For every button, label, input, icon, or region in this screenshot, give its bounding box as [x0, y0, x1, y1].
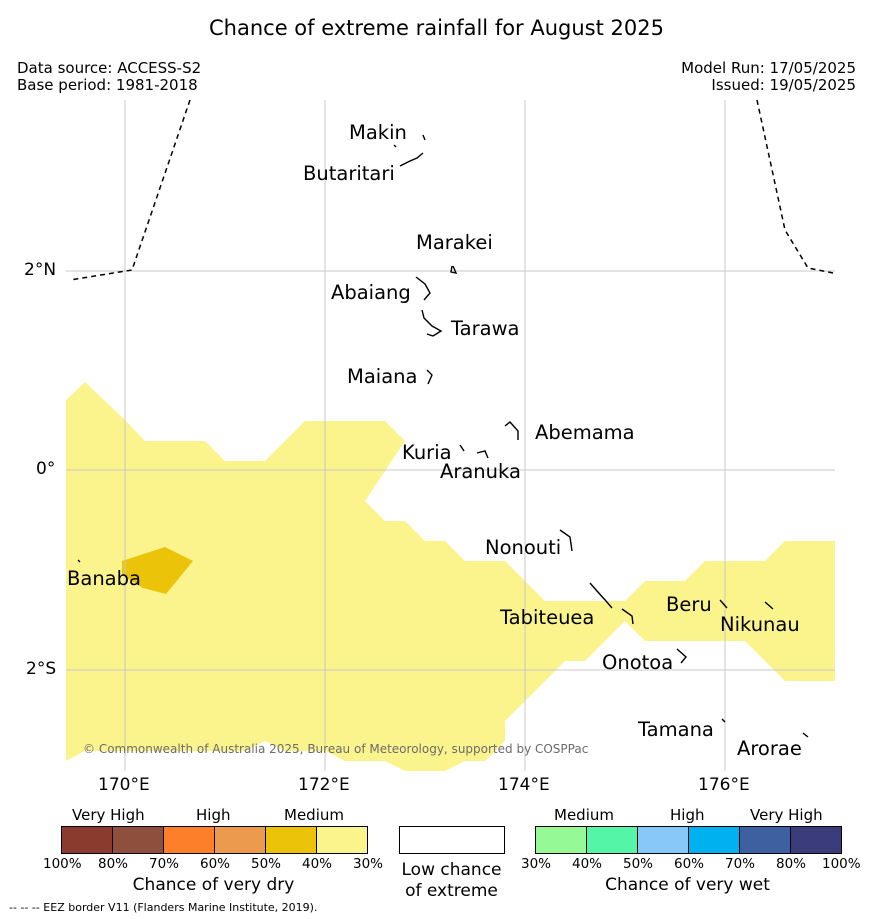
label-tamana: Tamana	[638, 718, 714, 741]
label-aranuka: Aranuka	[440, 460, 521, 483]
dry-head-medium: Medium	[284, 806, 344, 824]
banaba-island	[77, 559, 81, 563]
lon-label-172e: 172°E	[298, 775, 350, 795]
label-abemama: Abemama	[535, 421, 635, 444]
wet-tick: 100%	[822, 856, 861, 872]
arorae-island	[802, 732, 809, 738]
wet-swatch-3	[638, 827, 689, 853]
copyright-notice: © Commonwealth of Australia 2025, Bureau…	[83, 742, 589, 756]
wet-swatch-5	[740, 827, 791, 853]
wet-head-medium: Medium	[554, 806, 614, 824]
wet-swatch-6	[791, 827, 841, 853]
island-outlines	[77, 134, 809, 738]
lon-label-170e: 170°E	[98, 775, 150, 795]
label-nikunau: Nikunau	[720, 613, 800, 636]
label-butaritari: Butaritari	[303, 162, 395, 185]
low-caption-line2: of extreme	[405, 881, 498, 901]
label-maiana: Maiana	[347, 365, 418, 388]
data-source: Data source: ACCESS-S2	[17, 59, 202, 77]
label-banaba: Banaba	[67, 567, 141, 590]
low-caption-line1: Low chance	[401, 860, 502, 880]
label-makin: Makin	[349, 121, 407, 144]
low-chance-swatch	[399, 826, 505, 854]
eez-footnote: -- -- -- EEZ border V11 (Flanders Marine…	[9, 901, 318, 914]
data-source-block: Data source: ACCESS-S2 Base period: 1981…	[17, 60, 201, 94]
dry-tick: 40%	[302, 856, 333, 872]
label-abaiang: Abaiang	[331, 281, 411, 304]
wet-swatch-4	[689, 827, 740, 853]
lat-label-2s: 2°S	[26, 659, 57, 679]
wet-tick: 50%	[623, 856, 654, 872]
dry-swatch-6	[317, 827, 367, 853]
dry-colorbar	[61, 826, 368, 854]
wet-colorbar	[535, 826, 842, 854]
lon-label-176e: 176°E	[698, 775, 750, 795]
butaritari-island	[399, 152, 424, 167]
dry-tick: 60%	[200, 856, 231, 872]
graticule	[66, 100, 835, 771]
dry-head-high: High	[196, 806, 231, 824]
map-title: Chance of extreme rainfall for August 20…	[209, 16, 664, 40]
maiana-island	[426, 369, 433, 385]
tamana-island	[721, 718, 726, 723]
label-nonouti: Nonouti	[485, 536, 562, 559]
wet-head-high: High	[670, 806, 705, 824]
label-beru: Beru	[666, 593, 712, 616]
wet-tick: 30%	[521, 856, 552, 872]
wet-tick: 40%	[572, 856, 603, 872]
base-period: Base period: 1981-2018	[17, 76, 198, 94]
onotoa-island	[676, 648, 687, 664]
nikunau-island	[764, 601, 774, 610]
dry-tick: 30%	[353, 856, 384, 872]
tabiteuea-island	[589, 582, 634, 625]
label-onotoa: Onotoa	[602, 651, 674, 674]
wet-head-very-high: Very High	[750, 806, 823, 824]
abemama-island	[504, 421, 519, 440]
issued-date: Issued: 19/05/2025	[711, 76, 856, 94]
wet-tick: 70%	[725, 856, 756, 872]
aranuka-island	[476, 450, 489, 459]
dry-tick: 70%	[149, 856, 180, 872]
makin-island	[393, 134, 426, 148]
dry-swatch-4	[215, 827, 266, 853]
label-kuria: Kuria	[402, 441, 452, 464]
wet-tick: 60%	[674, 856, 705, 872]
dry-tick: 80%	[98, 856, 129, 872]
dry-swatch-5	[266, 827, 317, 853]
dry-head-very-high: Very High	[72, 806, 145, 824]
lat-label-2n: 2°N	[24, 260, 57, 280]
abaiang-island	[415, 276, 431, 301]
run-info-block: Model Run: 17/05/2025 Issued: 19/05/2025	[681, 60, 856, 94]
dry-tick: 100%	[43, 856, 82, 872]
beru-island	[719, 599, 728, 609]
marakei-island	[450, 265, 458, 274]
nonouti-island	[559, 529, 573, 552]
eez-border	[69, 99, 834, 281]
high-dry-region	[122, 547, 193, 594]
kuria-island	[459, 444, 465, 452]
dry-swatch-1	[62, 827, 113, 853]
wet-swatch-2	[587, 827, 638, 853]
lat-label-0: 0°	[36, 459, 56, 479]
dry-swatch-3	[164, 827, 215, 853]
wet-swatch-1	[536, 827, 587, 853]
model-run: Model Run: 17/05/2025	[681, 59, 856, 77]
label-tarawa: Tarawa	[451, 317, 520, 340]
label-arorae: Arorae	[737, 737, 802, 760]
label-marakei: Marakei	[416, 231, 493, 254]
wet-tick: 80%	[776, 856, 807, 872]
wet-caption: Chance of very wet	[605, 875, 770, 895]
dry-tick: 50%	[251, 856, 282, 872]
tarawa-island	[421, 309, 443, 337]
dry-caption: Chance of very dry	[132, 875, 295, 895]
dry-swatch-2	[113, 827, 164, 853]
label-tabiteuea: Tabiteuea	[500, 606, 595, 629]
lon-label-174e: 174°E	[498, 775, 550, 795]
medium-dry-region	[66, 382, 835, 771]
